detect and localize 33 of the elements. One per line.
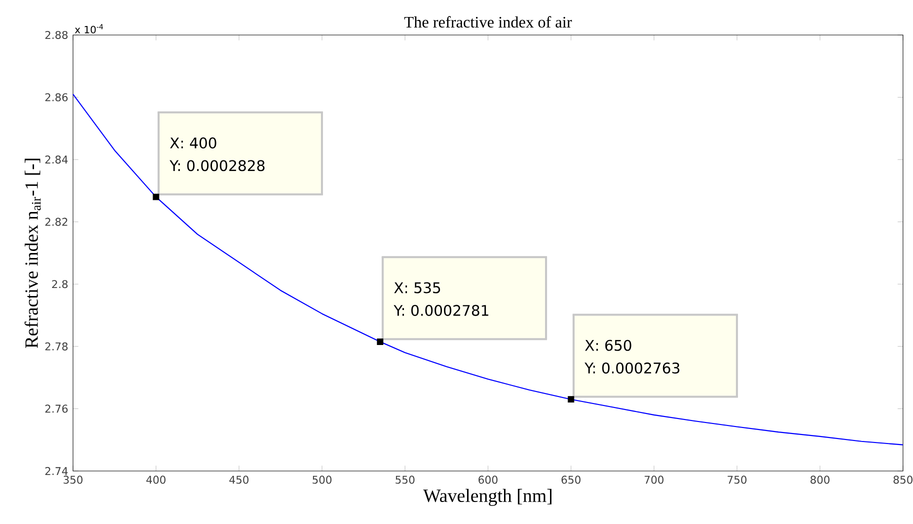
point: [152, 194, 160, 200]
annotation: Y: 0.0002763: [584, 362, 680, 374]
x-tick-label: 850: [894, 476, 912, 484]
y-tick-label: 2.76: [45, 404, 68, 413]
annotation: X: 400: [170, 137, 216, 148]
y-axis-title: Refractive index n$_{air}$-1 [-]: [24, 158, 41, 348]
x-tick-label: 450: [229, 476, 248, 484]
text: x 10$^{-4}$: [74, 24, 104, 34]
y-tick-label: 2.78: [45, 342, 68, 350]
x-tick-label: 800: [810, 476, 830, 484]
x-tick-label: 650: [562, 476, 580, 484]
y-tick-label: 2.86: [45, 93, 68, 102]
annotation: Y: 0.0002828: [170, 160, 265, 172]
x-tick-label: 550: [396, 476, 414, 484]
y-tick-label: 2.8: [52, 280, 68, 288]
x-tick-label: 700: [644, 476, 664, 484]
annotation: Y: 0.0002781: [394, 304, 488, 316]
x-axis-title: Wavelength [nm]: [423, 488, 552, 506]
y-tick-label: 2.88: [45, 30, 68, 40]
y-tick-label: 2.74: [45, 467, 68, 475]
x-tick-label: 750: [728, 476, 746, 484]
annotation: X: 650: [585, 340, 632, 351]
annotation: X: 535: [394, 282, 440, 294]
y-tick-label: 2.84: [45, 156, 68, 164]
x-tick-label: 400: [146, 476, 166, 484]
line-series: [72, 94, 904, 446]
x-tick-label: 350: [64, 476, 82, 484]
point: [376, 338, 384, 345]
point: [568, 396, 574, 403]
x-tick-label: 500: [312, 476, 332, 484]
y-tick-label: 2.82: [45, 218, 68, 226]
chart-title: The refractive index of air: [404, 16, 572, 28]
x-tick-label: 600: [478, 476, 498, 484]
